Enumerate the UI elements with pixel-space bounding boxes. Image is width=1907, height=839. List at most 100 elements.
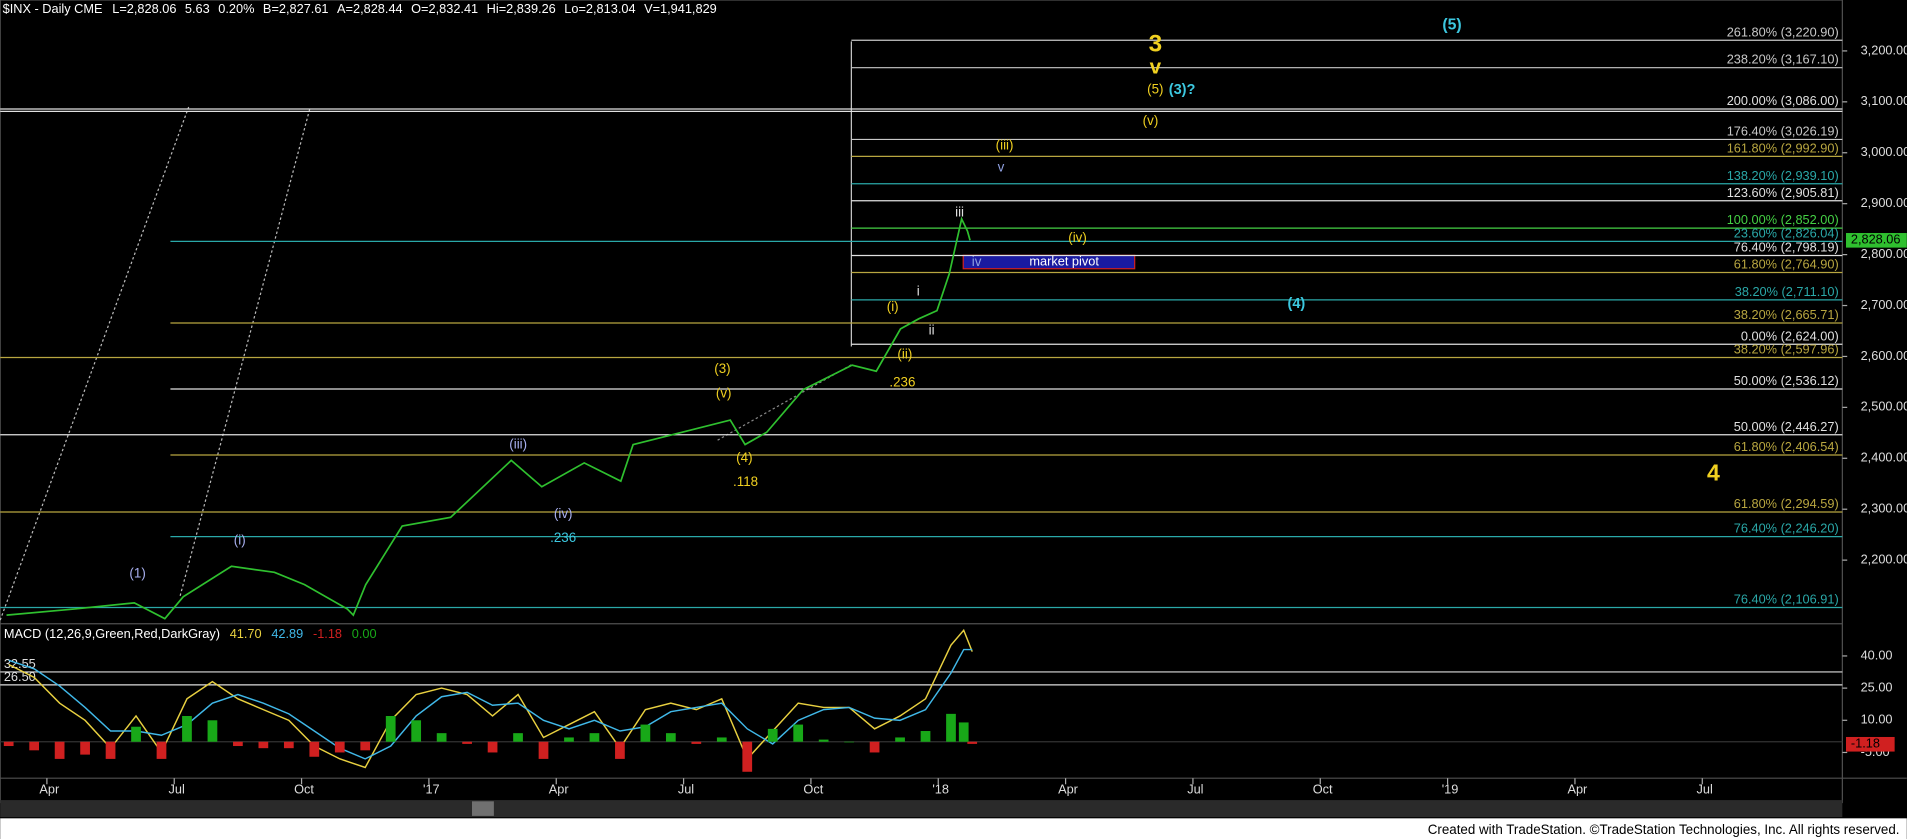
histogram-bar (793, 724, 804, 742)
histogram-bar (54, 741, 65, 759)
histogram-bar (411, 720, 422, 742)
wave-label: .236 (889, 375, 915, 390)
y-tick-label: 3,200.00 (1861, 42, 1907, 57)
histogram-bar (436, 733, 447, 742)
wave-label: .236 (550, 530, 576, 545)
header-field: O=2,832.41 (411, 1, 478, 16)
fib-label: 23.60% (2,826.04) (1734, 225, 1839, 240)
histogram-bar (207, 720, 218, 742)
pivot-label: market pivot (1029, 253, 1099, 268)
x-tick-label: '18 (932, 782, 949, 797)
y-tick-label: 40.00 (1861, 647, 1893, 662)
histogram-bar (309, 741, 320, 757)
histogram-bar (513, 733, 523, 742)
fib-label: 261.80% (3,220.90) (1727, 24, 1839, 39)
wave-label: (i) (887, 299, 899, 314)
histogram-bar (946, 713, 956, 742)
y-tick-label: 10.00 (1861, 712, 1893, 727)
fib-label: 176.40% (3,026.19) (1727, 124, 1839, 139)
x-tick-label: Jul (678, 782, 694, 797)
fib-label: 100.00% (2,852.00) (1727, 212, 1839, 227)
wave-label: (iv) (554, 506, 573, 521)
wave-label: .118 (733, 474, 758, 489)
wave-label: (iii) (996, 137, 1014, 152)
indicator-readout: -1.18 (313, 626, 342, 641)
header-field: Lo=2,813.04 (564, 1, 635, 16)
histogram-bar (691, 741, 702, 744)
x-tick-label: Oct (294, 782, 314, 797)
fib-label: 76.40% (2,106.91) (1734, 592, 1839, 607)
trend-line (0, 106, 190, 621)
x-tick-label: Jul (1697, 782, 1713, 797)
indicator-readout: 0.00 (352, 626, 377, 641)
fib-label: 0.00% (2,624.00) (1741, 328, 1839, 343)
last-value-label: -1.18 (1851, 736, 1880, 751)
fib-label: 200.00% (3,086.00) (1727, 93, 1839, 108)
histogram-bar (80, 741, 90, 755)
y-tick-label: 3,000.00 (1861, 144, 1907, 159)
wave-label: 3 (1149, 30, 1163, 57)
header-field: Hi=2,839.26 (487, 1, 556, 16)
histogram-bar (3, 741, 14, 747)
fib-label: 138.20% (2,939.10) (1727, 168, 1839, 183)
histogram-bar (564, 737, 574, 742)
wave-label: (3) (714, 361, 730, 376)
histogram-bar (360, 741, 371, 751)
header-field: L=2,828.06 (112, 1, 176, 16)
y-tick-label: 2,900.00 (1861, 195, 1907, 210)
wave-label: (ii) (897, 347, 912, 362)
histogram-bar (920, 731, 931, 742)
histogram-bar (958, 722, 969, 742)
wave-label: (iv) (1068, 230, 1087, 245)
chart-title: $INX - Daily CME (3, 1, 103, 16)
histogram-bar (589, 733, 600, 742)
trend-line (179, 106, 311, 596)
x-tick-label: Oct (1313, 782, 1333, 797)
scrollbar[interactable] (0, 800, 1843, 818)
x-tick-label: '19 (1442, 782, 1459, 797)
y-tick-label: 2,800.00 (1861, 246, 1907, 261)
histogram-bar (818, 739, 829, 742)
wave-label: (i) (234, 533, 246, 548)
fib-label: 76.40% (2,798.19) (1734, 240, 1839, 255)
x-tick-label: Apr (39, 782, 60, 797)
histogram-bar (233, 741, 243, 747)
wave-label: v (998, 159, 1005, 174)
wave-label: ii (929, 322, 935, 337)
wave-label: (iii) (509, 437, 527, 452)
histogram-bar (615, 741, 625, 759)
scroll-thumb[interactable] (471, 801, 494, 816)
indicator-title: MACD (12,26,9,Green,Red,DarkGray) (4, 626, 220, 641)
footer: Created with TradeStation. ©TradeStation… (1428, 822, 1900, 837)
plot-frame (0, 0, 1843, 804)
histogram-bar (334, 741, 345, 753)
y-tick-label: 2,600.00 (1861, 348, 1907, 363)
histogram-bar (131, 726, 141, 742)
x-tick-label: '17 (423, 782, 440, 797)
wave-label: 4 (1707, 459, 1720, 485)
footer-bar (0, 818, 1907, 839)
fib-label: 50.00% (2,446.27) (1734, 419, 1839, 434)
histogram-bar (716, 737, 727, 742)
wave-label: (v) (716, 385, 732, 400)
histogram-bar (156, 741, 167, 759)
fib-label: 38.20% (2,597.96) (1734, 342, 1839, 357)
histogram-bar (640, 724, 651, 742)
wave-label: (5) (1442, 17, 1461, 34)
histogram-bar (182, 716, 192, 742)
wave-label: (3)? (1169, 82, 1196, 98)
header-field: B=2,827.61 (263, 1, 329, 16)
indicator-readout: 41.70 (230, 626, 262, 641)
fib-label: 38.20% (2,665.71) (1734, 307, 1839, 322)
histogram-bar (767, 728, 778, 742)
y-tick-label: 3,100.00 (1861, 93, 1907, 108)
histogram-bar (283, 741, 294, 749)
macd-line (8, 648, 973, 760)
y-tick-label: 2,500.00 (1861, 399, 1907, 414)
fib-label: 61.80% (2,764.90) (1734, 257, 1839, 272)
histogram-bar (487, 741, 498, 753)
wave-label: iii (955, 204, 964, 219)
fib-label: 50.00% (2,536.12) (1734, 373, 1839, 388)
wave-label: (5) (1147, 82, 1163, 97)
